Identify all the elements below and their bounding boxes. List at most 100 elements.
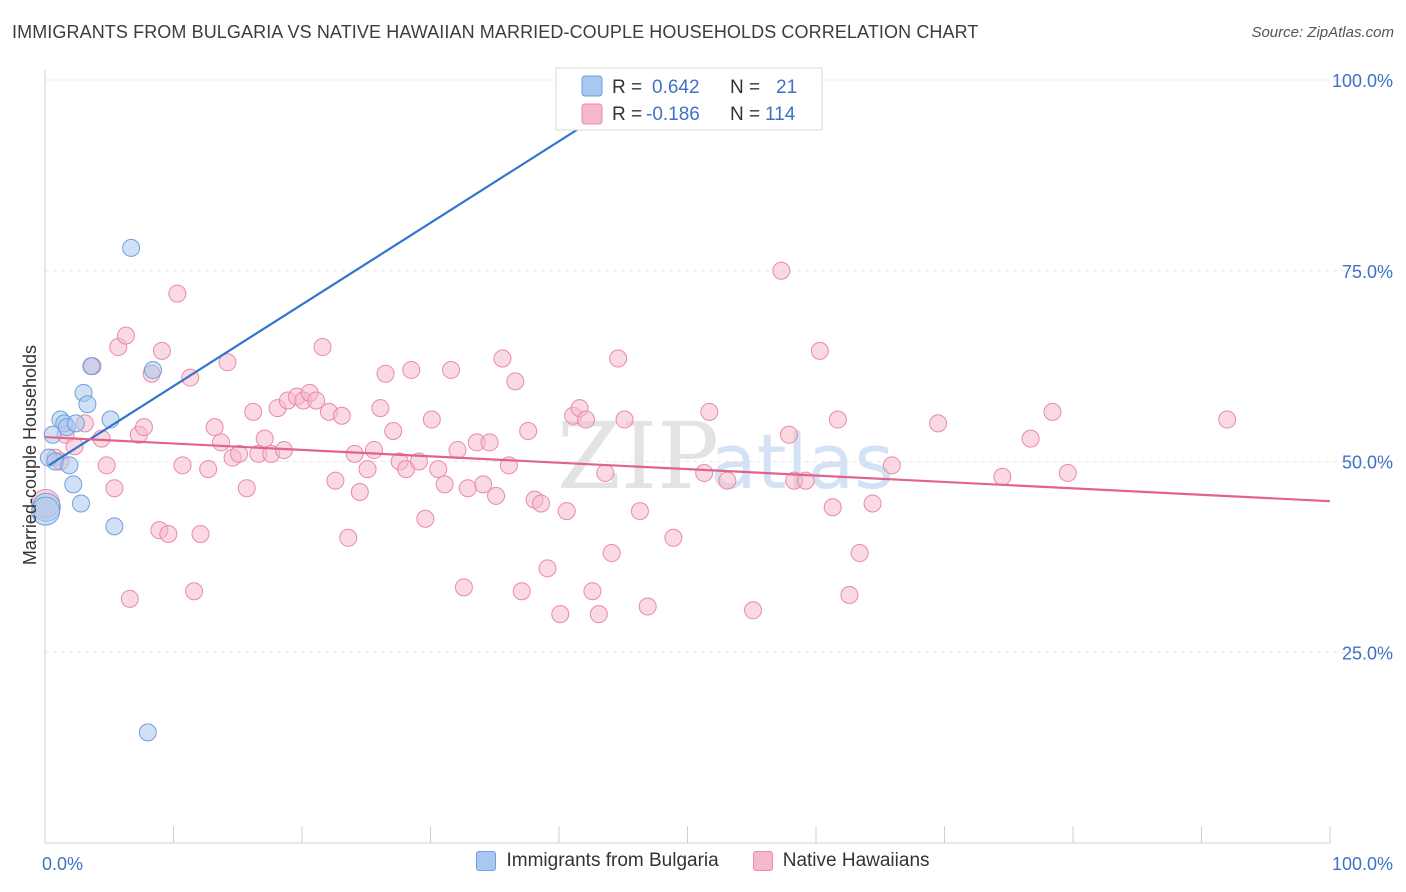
hawaiian-point-109	[1021, 429, 1040, 448]
hawaiian-point-82	[576, 410, 595, 429]
hawaiian-point-41	[307, 391, 326, 410]
hawaiian-point-111	[1058, 463, 1077, 482]
hawaiian-point-51	[371, 399, 390, 418]
correlation-legend: R = 0.642 N = 21 R = -0.186 N = 114	[555, 67, 823, 131]
bulgaria-point-15	[105, 517, 124, 536]
hawaiian-point-106	[882, 456, 901, 475]
hawaiian-point-23	[191, 524, 210, 543]
bulgaria-point-8	[64, 475, 83, 494]
legend-swatch-hawaiian	[581, 103, 603, 125]
legend-r-label-2: R =	[612, 104, 642, 125]
legend-r-value-1: 0.642	[652, 77, 700, 98]
hawaiian-point-19	[168, 284, 187, 303]
native-hawaiians-points	[31, 261, 1237, 624]
legend-n-value-1: 21	[776, 77, 797, 98]
x-tick-label-1: 100.0%	[1332, 854, 1393, 874]
hawaiian-point-20	[173, 456, 192, 475]
hawaiian-point-53	[384, 421, 403, 440]
hawaiian-point-88	[615, 410, 634, 429]
hawaiian-point-50	[364, 441, 383, 460]
bulgaria-point-18	[138, 723, 157, 742]
y-tick-label-1: 50.0%	[1342, 453, 1393, 473]
hawaiian-point-78	[551, 605, 570, 624]
hawaiian-point-83	[583, 582, 602, 601]
hawaiian-point-76	[532, 494, 551, 513]
hawaiian-point-33	[255, 429, 274, 448]
legend-swatch-bulgaria-bottom	[476, 851, 497, 871]
bulgaria-point-9	[66, 414, 85, 433]
bulgaria-point-10	[71, 494, 90, 513]
hawaiian-point-45	[332, 406, 351, 425]
hawaiian-point-62	[442, 360, 461, 379]
hawaiian-point-48	[350, 483, 369, 502]
watermark-atlas: atlas	[710, 417, 894, 506]
hawaiian-point-86	[602, 544, 621, 563]
hawaiian-point-68	[480, 433, 499, 452]
bulgaria-trend-line	[48, 79, 656, 467]
legend-swatch-bulgaria	[581, 75, 603, 97]
legend-n-label-2: N =	[730, 104, 760, 125]
hawaiian-point-26	[212, 433, 231, 452]
legend-swatch-hawaiians-bottom	[752, 851, 773, 871]
hawaiian-point-22	[185, 582, 204, 601]
hawaiian-point-93	[700, 402, 719, 421]
bulgaria-point-20	[31, 496, 61, 526]
hawaiian-point-25	[205, 418, 224, 437]
hawaiian-point-96	[772, 261, 791, 280]
hawaiian-point-100	[810, 341, 829, 360]
hawaiian-point-44	[326, 471, 345, 490]
hawaiian-point-18	[159, 524, 178, 543]
hawaiian-point-27	[218, 353, 237, 372]
hawaiian-point-12	[120, 589, 139, 608]
hawaiian-point-17	[152, 341, 171, 360]
hawaiian-point-56	[402, 360, 421, 379]
hawaiian-point-8	[97, 456, 116, 475]
hawaiian-point-30	[237, 479, 256, 498]
hawaiian-point-11	[116, 326, 135, 345]
hawaiian-point-105	[863, 494, 882, 513]
hawaiian-point-60	[429, 460, 448, 479]
chart-title: IMMIGRANTS FROM BULGARIA VS NATIVE HAWAI…	[12, 22, 979, 42]
hawaiian-point-90	[638, 597, 657, 616]
hawaiian-point-103	[840, 586, 859, 605]
hawaiian-point-104	[850, 544, 869, 563]
hawaiian-point-52	[376, 364, 395, 383]
bulgaria-point-17	[143, 360, 162, 379]
legend-n-value-2: 114	[765, 104, 796, 125]
hawaiian-point-94	[718, 471, 737, 490]
hawaiian-point-74	[519, 421, 538, 440]
hawaiian-point-108	[993, 467, 1012, 486]
hawaiian-point-42	[313, 338, 332, 357]
hawaiian-point-95	[744, 601, 763, 620]
legend-n-label-1: N =	[730, 77, 760, 98]
legend-r-label-1: R =	[612, 77, 642, 98]
hawaiian-point-85	[596, 463, 615, 482]
legend-item-hawaiians: Native Hawaiians	[752, 850, 930, 872]
bulgaria-point-7	[60, 456, 79, 475]
bulgaria-point-16	[122, 238, 141, 257]
hawaiian-point-63	[448, 441, 467, 460]
y-tick-label-3: 100.0%	[1332, 71, 1393, 91]
hawaiian-point-49	[358, 460, 377, 479]
hawaiian-point-9	[105, 479, 124, 498]
watermark: ZIP atlas	[557, 403, 894, 510]
hawaiian-point-102	[828, 410, 847, 429]
hawaiian-point-69	[487, 486, 506, 505]
hawaiian-point-91	[664, 528, 683, 547]
hawaiian-point-59	[422, 410, 441, 429]
hawaiian-point-110	[1043, 402, 1062, 421]
hawaiian-point-73	[512, 582, 531, 601]
hawaiian-point-72	[506, 372, 525, 391]
hawaiian-point-64	[454, 578, 473, 597]
hawaiian-point-31	[244, 402, 263, 421]
hawaiian-point-92	[695, 463, 714, 482]
bulgaria-points	[31, 71, 661, 742]
series-legend: Immigrants from Bulgaria Native Hawaiian…	[0, 850, 1406, 872]
hawaiian-point-79	[557, 502, 576, 521]
legend-label-hawaiians: Native Hawaiians	[782, 850, 930, 871]
hawaiian-point-65	[458, 479, 477, 498]
hawaiian-point-87	[609, 349, 628, 368]
hawaiian-point-77	[538, 559, 557, 578]
hawaiian-trend-line	[44, 435, 1331, 503]
